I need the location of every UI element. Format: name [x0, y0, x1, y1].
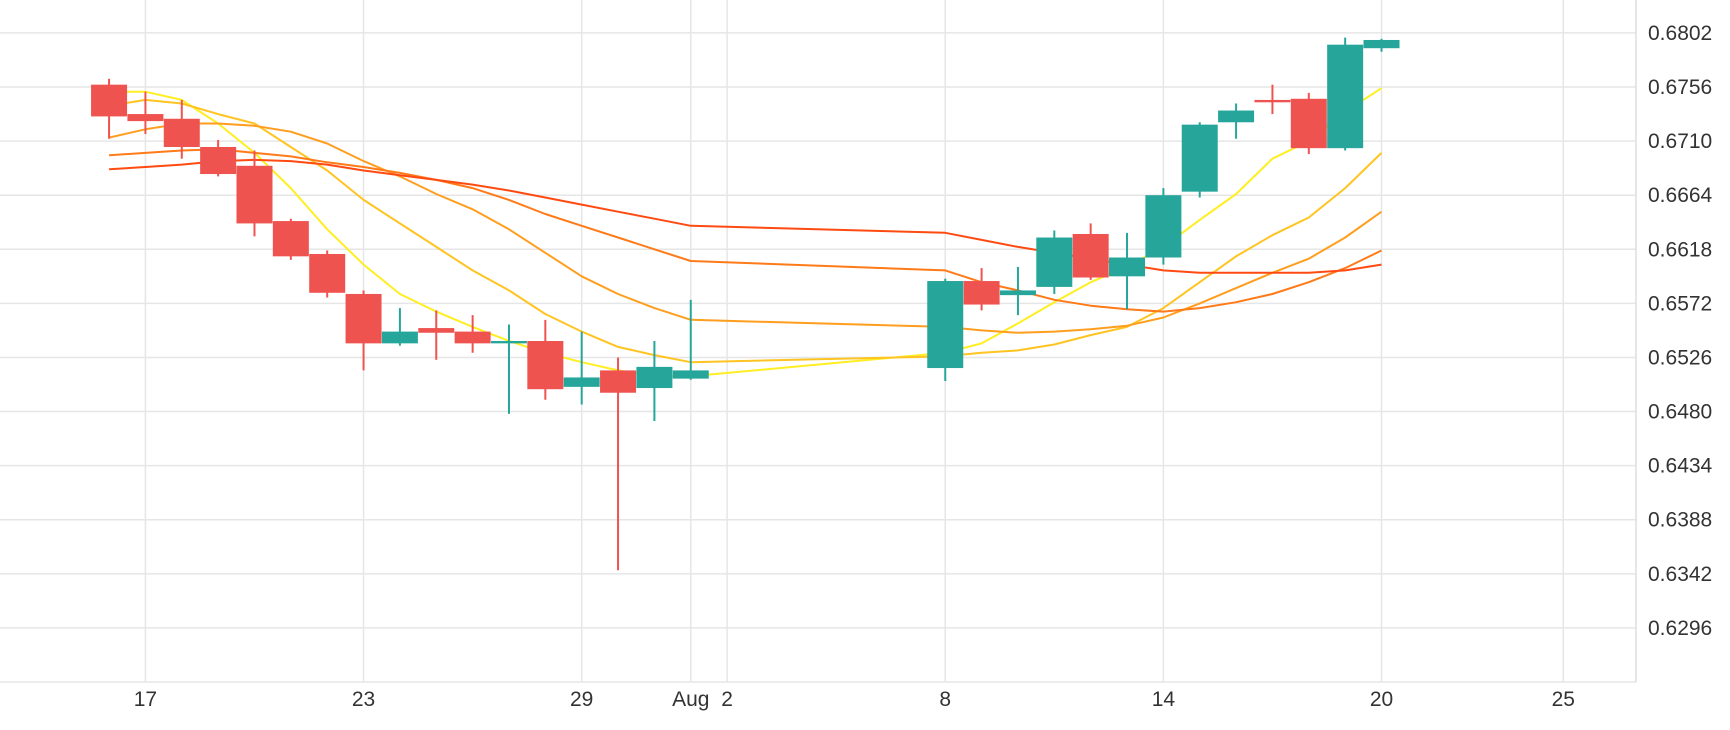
- candle-body: [381, 331, 418, 344]
- y-tick-label: 0.6434: [1648, 455, 1713, 478]
- moving-average-line: [109, 148, 1382, 313]
- candle-body: [1363, 39, 1400, 49]
- candle: [1181, 122, 1218, 198]
- candle: [454, 315, 491, 353]
- candle: [1218, 103, 1255, 139]
- y-tick-label: 0.6618: [1648, 238, 1712, 261]
- moving-average-line: [108, 98, 1383, 364]
- y-tick-label: 0.6480: [1648, 401, 1712, 424]
- x-tick-label: 14: [1152, 688, 1176, 711]
- x-tick-label: 29: [570, 688, 593, 711]
- y-tick-label: 0.6664: [1648, 184, 1713, 207]
- candle-body: [236, 165, 273, 224]
- moving-average-lines: [108, 87, 1383, 378]
- candle-body: [963, 281, 1000, 305]
- y-tick-label: 0.6342: [1648, 563, 1712, 586]
- x-tick-label: 17: [134, 688, 157, 711]
- candle-body: [1327, 44, 1364, 149]
- candle-body: [127, 114, 164, 122]
- candle: [563, 331, 600, 405]
- x-tick-label: 25: [1552, 688, 1575, 711]
- candle: [1036, 230, 1073, 294]
- y-tick-label: 0.6572: [1648, 292, 1712, 315]
- candle: [672, 299, 709, 380]
- candle-body: [1109, 257, 1146, 277]
- candle-body: [672, 370, 709, 379]
- moving-average-line: [109, 87, 1383, 378]
- candle: [127, 91, 164, 135]
- candle-body: [454, 331, 491, 344]
- candle: [418, 310, 455, 360]
- candle: [999, 266, 1036, 316]
- candle: [600, 357, 637, 571]
- candle: [381, 308, 418, 346]
- candle: [636, 341, 673, 421]
- candle-body: [91, 84, 128, 117]
- candle-body: [927, 281, 964, 369]
- x-tick-label: 2: [721, 688, 733, 711]
- candle-body: [1218, 110, 1255, 123]
- candle: [963, 268, 1000, 311]
- candle: [1072, 223, 1109, 280]
- x-tick-label: Aug: [672, 688, 709, 711]
- moving-average-line: [108, 122, 1383, 334]
- candle-body: [1254, 99, 1291, 103]
- candle-body: [1290, 98, 1327, 149]
- y-tick-label: 0.6710: [1648, 130, 1712, 153]
- candle: [272, 218, 309, 260]
- horizontal-gridlines: [0, 32, 1636, 683]
- candle: [345, 290, 382, 371]
- candle: [200, 139, 237, 177]
- candle: [1254, 84, 1291, 115]
- moving-average-line: [109, 158, 1382, 274]
- candle: [91, 78, 128, 139]
- candle-body: [999, 290, 1036, 296]
- candle: [1145, 188, 1182, 265]
- candle: [490, 324, 527, 414]
- y-tick-label: 0.6526: [1648, 346, 1712, 369]
- candle: [1290, 92, 1327, 155]
- candle-body: [527, 341, 564, 390]
- candle-body: [1181, 124, 1218, 192]
- candle: [527, 319, 564, 400]
- candle-body: [418, 328, 455, 333]
- y-tick-label: 0.6802: [1648, 22, 1712, 45]
- candle-body: [272, 221, 309, 257]
- candle-body: [1036, 237, 1073, 287]
- candle-body: [345, 293, 382, 344]
- candle: [1363, 38, 1400, 52]
- candle-body: [563, 377, 600, 387]
- candle: [1327, 37, 1364, 151]
- y-tick-label: 0.6296: [1648, 617, 1712, 640]
- x-axis-tick-labels: 17 23 29 Aug 2 8 14 20 25: [134, 688, 1575, 711]
- candle-body: [1072, 233, 1109, 278]
- candle-body: [600, 370, 637, 393]
- y-axis-tick-labels: 0.6802 0.6756 0.6710 0.6664 0.6618 0.6572 0.65…: [1648, 22, 1713, 640]
- candle: [309, 250, 346, 298]
- candle-body: [163, 118, 200, 147]
- x-tick-label: 20: [1370, 688, 1393, 711]
- candle: [163, 99, 200, 159]
- candle-body: [1145, 195, 1182, 258]
- candle-body: [636, 366, 673, 389]
- candles: [91, 37, 1400, 571]
- candle: [1109, 232, 1146, 310]
- candle: [927, 278, 964, 381]
- y-tick-label: 0.6756: [1648, 76, 1712, 99]
- x-tick-label: 8: [939, 688, 951, 711]
- candle-body: [490, 341, 527, 344]
- y-tick-label: 0.6388: [1648, 509, 1712, 532]
- candle: [236, 150, 273, 237]
- candle-body: [200, 146, 237, 175]
- x-tick-label: 23: [352, 688, 375, 711]
- candle-body: [309, 253, 346, 293]
